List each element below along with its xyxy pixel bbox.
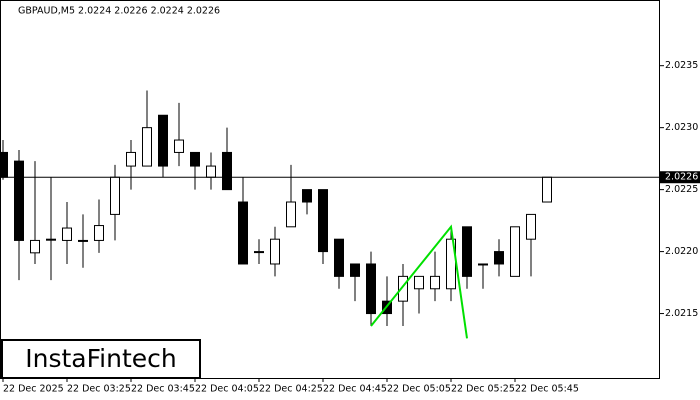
x-tick-label: 22 Dec 03:45 — [131, 384, 195, 395]
pattern-line — [370, 224, 468, 339]
candle-body — [286, 201, 296, 228]
candle-body — [302, 189, 312, 203]
candle-body — [414, 275, 424, 290]
candle-body — [254, 251, 264, 254]
watermark: InstaFintech — [25, 344, 177, 373]
candle-body — [238, 201, 248, 265]
candle-body — [14, 160, 24, 241]
candle-body — [462, 226, 472, 277]
candle-body — [430, 275, 440, 290]
candle-body — [526, 213, 536, 240]
plot-frame — [0, 0, 660, 379]
candle-body — [334, 238, 344, 277]
y-tick-label: 2.0235 — [665, 60, 698, 71]
chart-title: GBPAUD,M5 2.0224 2.0226 2.0224 2.0226 — [18, 6, 220, 17]
candle-body — [478, 263, 488, 266]
x-tick-label: 22 Dec 2025 — [3, 384, 64, 395]
x-tick-label: 22 Dec 05:05 — [387, 384, 451, 395]
current-price-label: 2.0226 — [665, 172, 698, 183]
x-tick-label: 22 Dec 03:25 — [67, 384, 131, 395]
candle-body — [94, 225, 104, 241]
y-tick-label: 2.0225 — [665, 184, 698, 195]
watermark-box — [1, 339, 201, 379]
x-tick-label: 22 Dec 04:45 — [323, 384, 387, 395]
candle-body — [494, 251, 504, 265]
candle-body — [270, 238, 280, 265]
candle-body — [542, 176, 552, 203]
candle-body — [78, 239, 88, 242]
candle-body — [110, 176, 120, 215]
candle-body — [510, 226, 520, 277]
current-price-box — [660, 171, 700, 184]
candle-body — [318, 189, 328, 253]
y-tick-label: 2.0215 — [665, 308, 698, 319]
candle-body — [366, 263, 376, 315]
candle-body — [158, 114, 168, 167]
x-tick-label: 22 Dec 04:05 — [195, 384, 259, 395]
candle-body — [30, 239, 40, 254]
candle-body — [350, 263, 360, 277]
candle-body — [142, 127, 152, 167]
candle-body — [174, 139, 184, 153]
x-tick-label: 22 Dec 05:45 — [515, 384, 579, 395]
candle-body — [46, 238, 56, 241]
y-tick-label: 2.0230 — [665, 122, 698, 133]
candle-body — [398, 275, 408, 302]
candle-body — [206, 165, 216, 178]
candle-body — [222, 151, 232, 191]
candle-body — [126, 151, 136, 167]
x-tick-label: 22 Dec 05:25 — [451, 384, 515, 395]
x-tick-label: 22 Dec 04:25 — [259, 384, 323, 395]
candle-body — [190, 151, 200, 167]
candle-body — [62, 227, 72, 241]
candle-body — [0, 151, 8, 178]
y-tick-label: 2.0220 — [665, 246, 698, 257]
